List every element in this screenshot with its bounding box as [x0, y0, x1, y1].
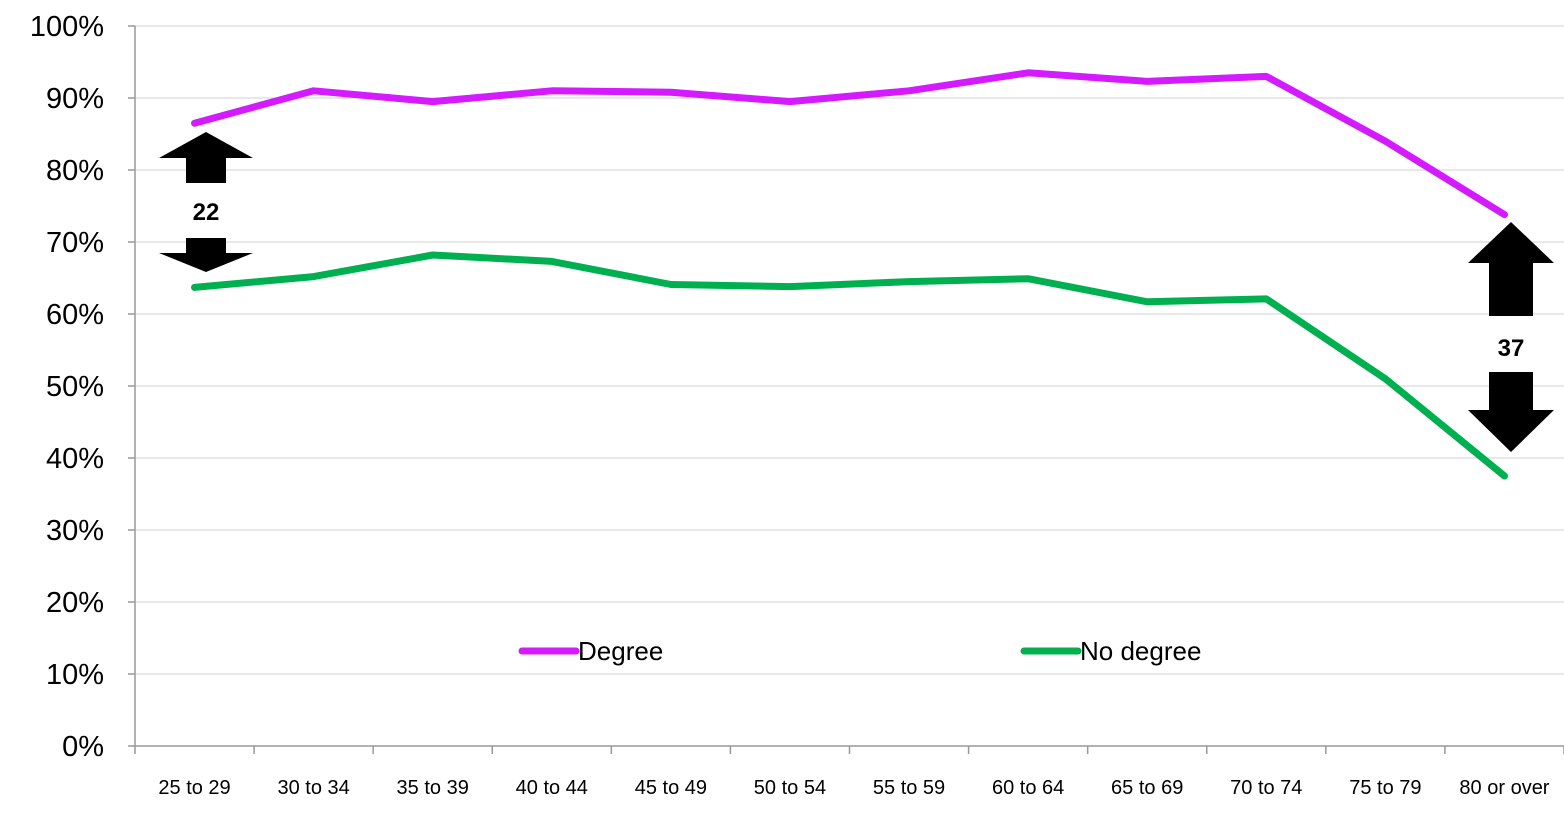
x-tick-label: 30 to 34 — [277, 777, 349, 799]
y-tick-label: 70% — [46, 227, 104, 259]
y-tick-labels: 0% 10% 20% 30% 40% 50% 60% 70% 80% 90% 100% — [30, 11, 104, 763]
gap-arrow-down-icon — [1468, 372, 1554, 452]
x-tick-label: 65 to 69 — [1111, 777, 1183, 799]
legend: Degree No degree — [518, 636, 1201, 666]
series-line-degree — [191, 69, 1508, 219]
gap-annotations: 22 37 — [159, 132, 1554, 452]
gridlines — [128, 25, 1564, 747]
x-tick-label: 45 to 49 — [635, 777, 707, 799]
y-tick-label: 20% — [46, 587, 104, 619]
x-tick-label: 70 to 74 — [1230, 777, 1302, 799]
y-tick-label: 40% — [46, 443, 104, 475]
x-tick-label: 40 to 44 — [516, 777, 588, 799]
x-tick-label: 25 to 29 — [158, 777, 230, 799]
y-tick-label: 0% — [62, 731, 104, 763]
gap-arrow-down-icon — [159, 238, 253, 272]
y-tick-label: 10% — [46, 659, 104, 691]
x-tick-label: 60 to 64 — [992, 777, 1064, 799]
y-tick-label: 90% — [46, 83, 104, 115]
legend-label-degree: Degree — [578, 636, 663, 666]
x-tick-label: 55 to 59 — [873, 777, 945, 799]
y-tick-label: 50% — [46, 371, 104, 403]
series-lines — [191, 69, 1508, 480]
series-line-no-degree — [191, 251, 1508, 480]
y-tick-label: 100% — [30, 11, 104, 43]
gap-arrow-up-icon — [159, 132, 253, 183]
x-tick-labels: 25 to 29 30 to 34 35 to 39 40 to 44 45 to 49… — [134, 746, 1564, 799]
y-tick-label: 60% — [46, 299, 104, 331]
legend-label-no-degree: No degree — [1080, 636, 1201, 666]
gap-label: 37 — [1498, 335, 1525, 362]
x-tick-label: 80 or over — [1459, 777, 1549, 799]
x-tick-label: 50 to 54 — [754, 777, 826, 799]
gap-arrow-up-icon — [1468, 222, 1554, 316]
y-tick-label: 80% — [46, 155, 104, 187]
x-tick-label: 75 to 79 — [1349, 777, 1421, 799]
y-tick-label: 30% — [46, 515, 104, 547]
gap-label: 22 — [193, 199, 220, 226]
x-tick-label: 35 to 39 — [397, 777, 469, 799]
